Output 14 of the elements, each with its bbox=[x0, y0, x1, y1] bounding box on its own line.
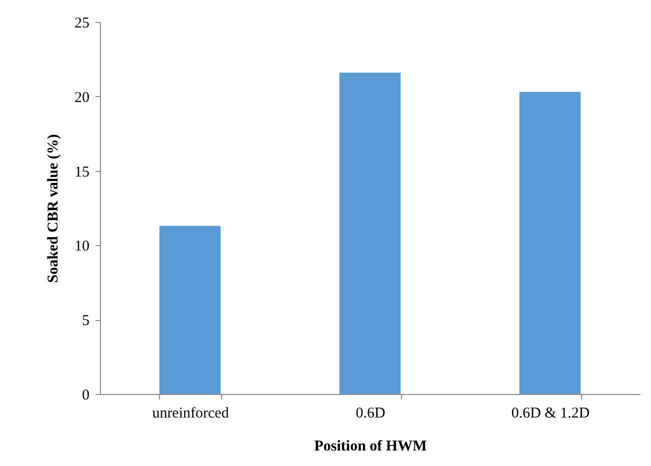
y-tick-label: 25 bbox=[74, 16, 90, 32]
x-tick-label: 0.6D bbox=[356, 406, 386, 422]
y-tick-label: 15 bbox=[74, 164, 90, 180]
x-tick-label: unreinforced bbox=[152, 406, 230, 422]
y-axis-title: Soaked CBR value (%) bbox=[46, 134, 62, 283]
y-tick-label: 5 bbox=[82, 313, 90, 330]
x-tick-label: 0.6D & 1.2D bbox=[511, 406, 590, 422]
x-axis-title: Position of HWM bbox=[314, 438, 427, 454]
y-tick-label: 20 bbox=[74, 90, 90, 106]
y-tick-label: 10 bbox=[74, 238, 90, 255]
bar bbox=[159, 226, 221, 394]
bar bbox=[519, 92, 581, 394]
bar bbox=[339, 72, 401, 394]
y-tick-label: 0 bbox=[82, 388, 90, 404]
